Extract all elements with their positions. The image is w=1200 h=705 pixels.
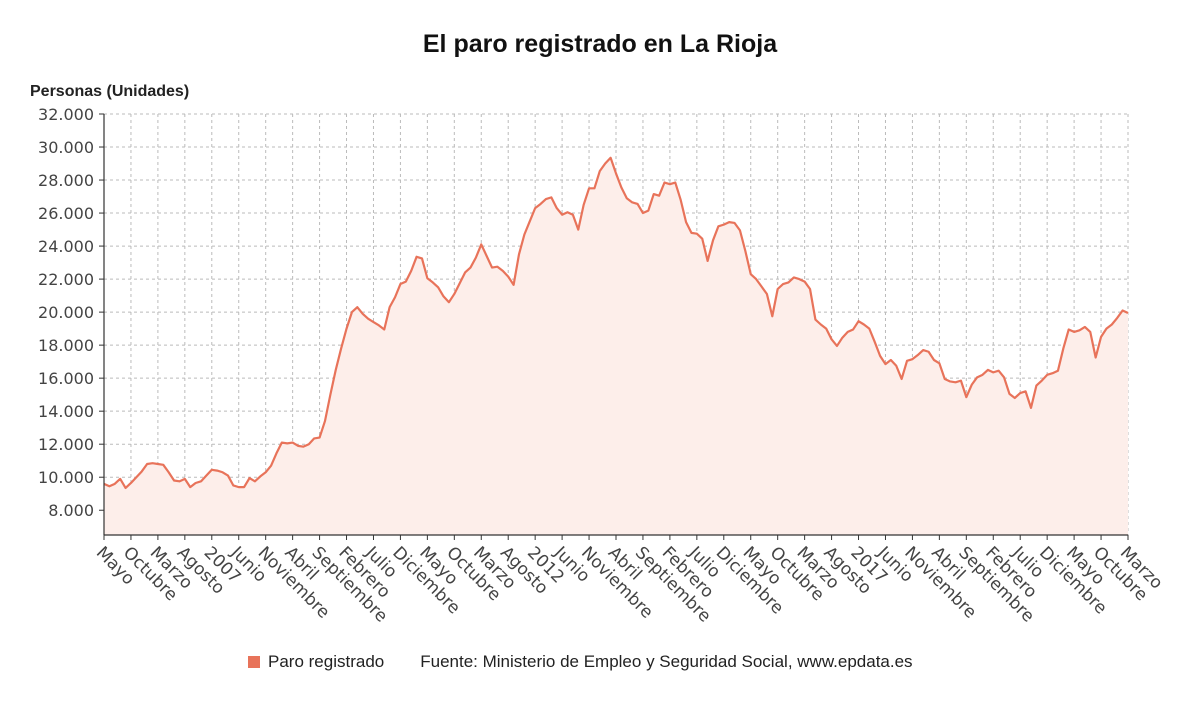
y-axis-title: Personas (Unidades): [30, 83, 190, 100]
y-tick-label: 26.000: [38, 204, 94, 223]
y-tick-label: 14.000: [38, 402, 94, 421]
legend: Paro registrado Fuente: Ministerio de Em…: [248, 652, 913, 672]
y-tick-labels: 8.000 10.000 12.000 14.000 16.000 18.000 20.00…: [38, 105, 104, 520]
source-text: Fuente: Ministerio de Empleo y Seguridad…: [420, 652, 913, 671]
y-tick-label: 10.000: [38, 468, 94, 487]
y-tick-label: 24.000: [38, 237, 94, 256]
y-tick-label: 28.000: [38, 171, 94, 190]
y-tick-label: 20.000: [38, 303, 94, 322]
series-line: [103, 156, 1129, 490]
y-tick-label: 12.000: [38, 435, 94, 454]
y-tick-label: 8.000: [48, 501, 94, 520]
y-tick-label: 16.000: [38, 369, 94, 388]
y-tick-label: 30.000: [38, 138, 94, 157]
chart-title: El paro registrado en La Rioja: [422, 30, 778, 58]
y-tick-label: 22.000: [38, 270, 94, 289]
series-area: [104, 157, 1128, 535]
legend-series-label: Paro registrado: [268, 652, 385, 671]
y-tick-label: 32.000: [38, 105, 94, 124]
legend-swatch: [248, 656, 260, 668]
y-tick-label: 18.000: [38, 336, 94, 355]
x-tick-labels: MayoOctubreMarzoAgosto2007JunioNoviembre…: [92, 535, 1166, 627]
